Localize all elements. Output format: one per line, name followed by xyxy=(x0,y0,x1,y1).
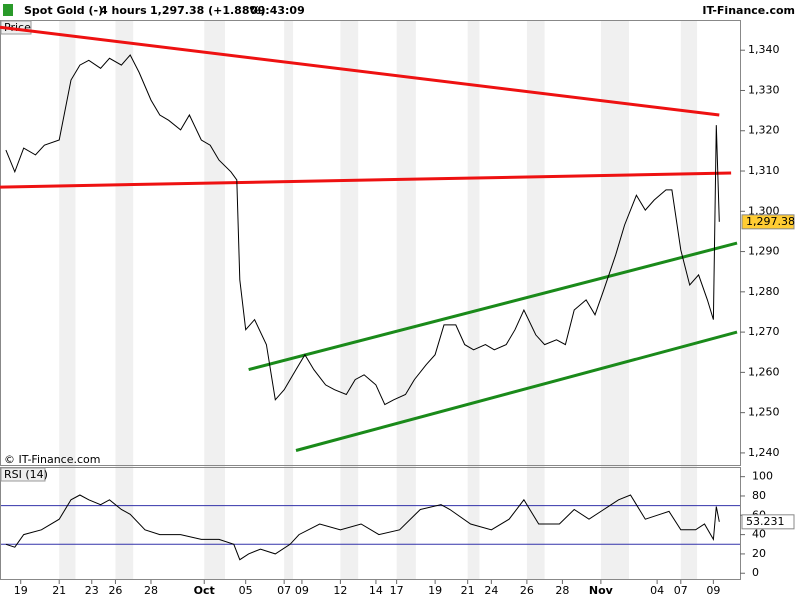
quote: 1,297.38 (+1.88%) xyxy=(150,4,266,17)
rsi-tick-label: 100 xyxy=(752,470,773,483)
stripe xyxy=(284,21,294,579)
stripe xyxy=(467,21,480,579)
x-tick-label: 26 xyxy=(108,584,122,597)
trendline xyxy=(0,171,732,189)
rsi-label: RSI (14) xyxy=(4,468,48,481)
x-tick-label: 19 xyxy=(14,584,28,597)
time: 09:43:09 xyxy=(250,4,305,17)
y-tick-label: 1,250 xyxy=(748,406,780,419)
stripe xyxy=(680,21,698,579)
x-tick-label: 21 xyxy=(461,584,475,597)
y-tick-label: 1,330 xyxy=(748,83,780,96)
x-tick-label: 23 xyxy=(85,584,99,597)
x-tick-label: 28 xyxy=(555,584,569,597)
x-tick-label: 26 xyxy=(520,584,534,597)
trendline xyxy=(295,330,738,452)
x-tick-label: 12 xyxy=(333,584,347,597)
x-tick-label: 14 xyxy=(369,584,383,597)
stripe xyxy=(204,21,225,579)
price-panel xyxy=(0,20,741,466)
x-tick-label: 21 xyxy=(52,584,66,597)
y-tick-label: 1,260 xyxy=(748,365,780,378)
y-tick-label: 1,240 xyxy=(748,446,780,459)
stripe xyxy=(340,21,359,579)
stripe xyxy=(526,21,545,579)
logo-icon xyxy=(3,4,13,16)
y-tick-label: 1,290 xyxy=(748,245,780,258)
x-tick-label: 07 xyxy=(674,584,688,597)
y-tick-label: 1,310 xyxy=(748,164,780,177)
x-tick-label: 09 xyxy=(706,584,720,597)
x-tick-label: 19 xyxy=(428,584,442,597)
last-value-label: 1,297.38 xyxy=(746,215,795,228)
y-tick-label: 1,320 xyxy=(748,124,780,137)
y-tick-label: 1,300 xyxy=(748,204,780,217)
y-tick-label: 1,340 xyxy=(748,43,780,56)
y-tick-label: 1,270 xyxy=(748,325,780,338)
y-tick-label: 1,280 xyxy=(748,285,780,298)
x-tick-label: 05 xyxy=(239,584,253,597)
brand: IT-Finance.com xyxy=(702,4,795,17)
stripe xyxy=(396,21,416,579)
x-tick-label: Oct xyxy=(194,584,215,597)
last-value-box xyxy=(741,214,795,230)
rsi-label-box xyxy=(0,467,46,482)
stripe xyxy=(115,21,134,579)
x-tick-label: 09 xyxy=(295,584,309,597)
rsi-tick-label: 20 xyxy=(752,547,766,560)
price-line xyxy=(5,54,720,406)
instrument: Spot Gold (-) xyxy=(24,4,103,17)
stripe xyxy=(600,21,629,579)
trendline xyxy=(248,241,738,372)
rsi-tick-label: 0 xyxy=(752,566,759,579)
rsi-line xyxy=(5,494,720,561)
copyright: © IT-Finance.com xyxy=(4,453,101,466)
last-value-label: 53.231 xyxy=(746,515,785,528)
stripes xyxy=(59,21,698,579)
x-tick-label: Nov xyxy=(589,584,614,597)
rsi-tick-label: 40 xyxy=(752,528,766,541)
plot: 19 21 23 26 28 Oct 05 07 09 12 14 17 19 21 24 26 28 Nov 04… xyxy=(0,25,795,597)
rsi-tick-label: 80 xyxy=(752,489,766,502)
x-tick-label: 17 xyxy=(390,584,404,597)
stripe xyxy=(59,21,76,579)
x-tick-label: 07 xyxy=(277,584,291,597)
trendline xyxy=(0,25,720,117)
x-tick-label: 24 xyxy=(484,584,498,597)
x-tick-label: 04 xyxy=(650,584,664,597)
last-value-box xyxy=(741,514,795,530)
rsi-panel xyxy=(0,467,741,580)
interval: 4 hours xyxy=(100,4,147,17)
x-tick-label: 28 xyxy=(144,584,158,597)
